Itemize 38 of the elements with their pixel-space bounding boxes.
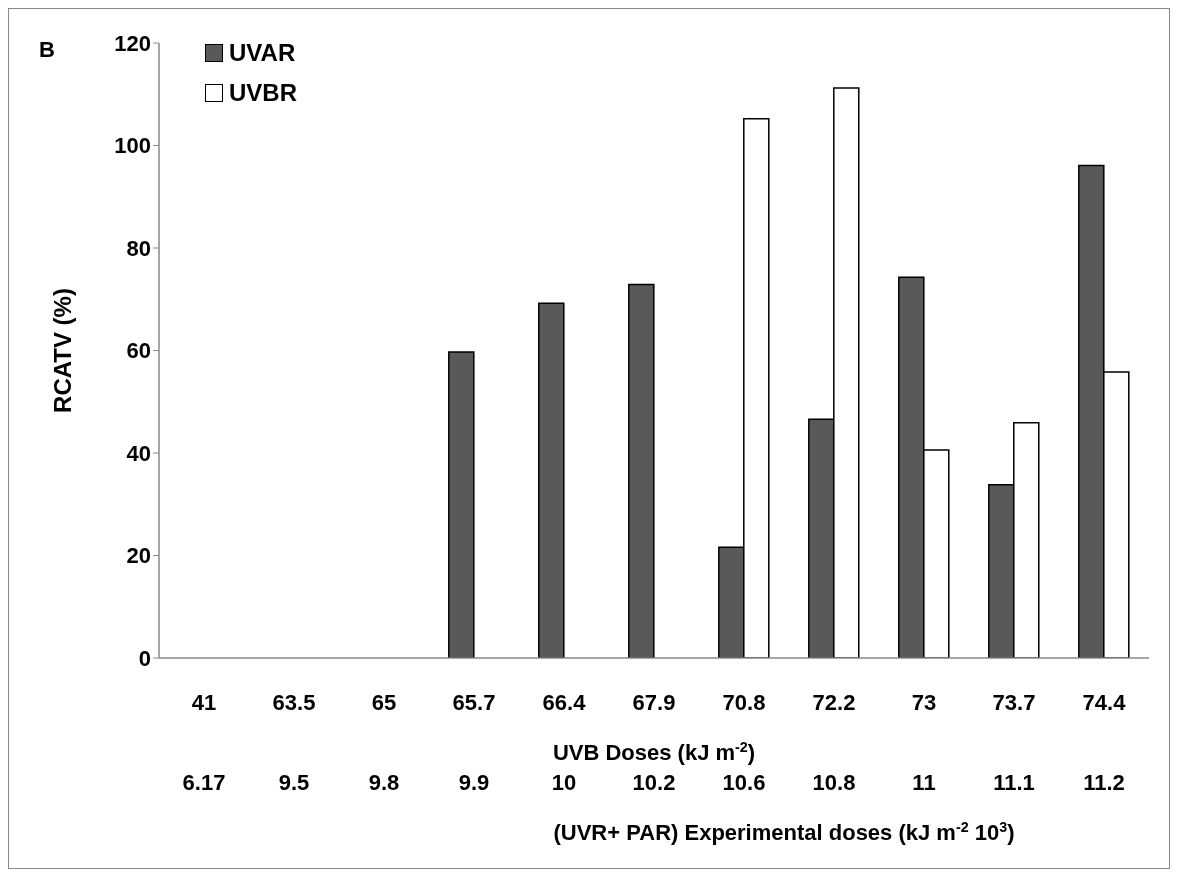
y-tick-label: 0 (138, 645, 151, 671)
x-axis-title: UVB Doses (kJ m$^{-2}$) (552, 739, 756, 765)
text: 6.17 (182, 769, 226, 795)
x-tick-label: 65.7 (452, 689, 496, 715)
legend-label: UVBR (229, 79, 298, 107)
text: 10.2 (632, 769, 676, 795)
x2-axis-title: (UVR+ PAR) Experimental doses (kJ m$^{-2}$ 10$^{3}$) (553, 819, 1015, 845)
x-tick-label: 41 (191, 689, 217, 715)
text: 9.8 (368, 769, 400, 795)
x-tick-label: 73 (911, 689, 937, 715)
text: 9.9 (458, 769, 490, 795)
x-tick-label: 70.8 (722, 689, 766, 715)
x-tick-label: 73.7 (992, 689, 1036, 715)
bar (538, 302, 565, 658)
text: 11.2 (1083, 769, 1125, 795)
y-tick-label: 100 (114, 133, 151, 159)
text: 9.5 (278, 769, 310, 795)
x-tick-label: 63.5 (272, 689, 316, 715)
x-tick-label: 67.9 (632, 689, 676, 715)
y-tick-label: 80 (126, 235, 151, 261)
bar (628, 283, 655, 658)
y-tick-label: 120 (114, 30, 151, 56)
text: 11.1 (993, 769, 1035, 795)
text: 10.8 (812, 769, 856, 795)
x-tick-label: 72.2 (812, 689, 856, 715)
x-tick-label: 65 (371, 689, 397, 715)
y-tick-label: 20 (126, 543, 151, 569)
x-tick-label: 66.4 (542, 689, 587, 715)
y-axis-title: RCATV (%) (49, 288, 76, 413)
x-tick-label: 74.4 (1082, 689, 1127, 715)
y-tick-label: 40 (126, 440, 151, 466)
text: 11 (912, 769, 936, 795)
y-tick-label: 60 (126, 338, 151, 364)
text: 10 (551, 769, 577, 795)
legend-label: UVAR (229, 39, 296, 67)
text: 10.6 (722, 769, 766, 795)
bar (448, 351, 475, 658)
text: B (39, 37, 55, 63)
